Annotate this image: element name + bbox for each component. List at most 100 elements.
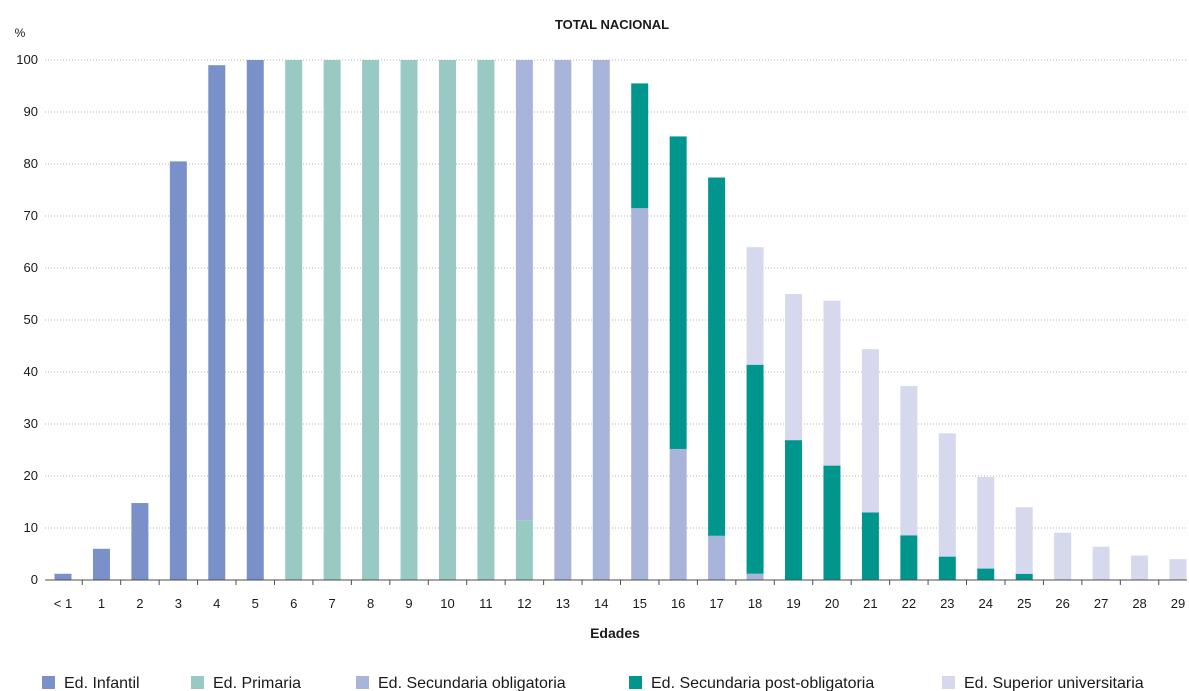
bar-segment bbox=[362, 60, 380, 580]
bar-segment bbox=[92, 548, 110, 580]
x-tick-label: 23 bbox=[940, 596, 954, 611]
x-tick-label: 15 bbox=[632, 596, 646, 611]
bar-segment bbox=[938, 433, 956, 557]
y-tick-label: 50 bbox=[24, 312, 38, 327]
legend-swatch bbox=[629, 676, 642, 689]
x-tick-label: 11 bbox=[479, 596, 493, 611]
bar-segment bbox=[592, 60, 610, 580]
bar-segment bbox=[554, 60, 572, 580]
x-axis-title: Edades bbox=[590, 625, 640, 641]
y-tick-label: 70 bbox=[24, 208, 38, 223]
x-tick-label: 9 bbox=[405, 596, 412, 611]
x-tick-label: 8 bbox=[367, 596, 374, 611]
legend: Ed. Infantil Ed. Primaria Ed. Secundaria o… bbox=[42, 675, 1144, 691]
bar-segment bbox=[746, 573, 764, 580]
bar-segment bbox=[746, 247, 764, 365]
x-tick-label: 27 bbox=[1094, 596, 1108, 611]
legend-swatch bbox=[42, 676, 55, 689]
y-tick-label: 40 bbox=[24, 364, 38, 379]
bar-segment bbox=[823, 300, 841, 466]
legend-swatch bbox=[356, 676, 369, 689]
bar-segment bbox=[246, 60, 264, 580]
x-tick-label: 28 bbox=[1132, 596, 1146, 611]
x-tick-label: 14 bbox=[594, 596, 608, 611]
legend-label: Ed. Secundaria post-obligatoria bbox=[651, 675, 874, 691]
x-tick-label: 2 bbox=[136, 596, 143, 611]
bar-segment bbox=[977, 568, 995, 580]
x-tick-label: 16 bbox=[671, 596, 685, 611]
bar-segment bbox=[631, 208, 649, 580]
x-tick-label: 7 bbox=[329, 596, 336, 611]
x-tick-label: 22 bbox=[902, 596, 916, 611]
bar-segment bbox=[861, 349, 879, 513]
bar-segment bbox=[477, 60, 495, 580]
x-tick-label: 20 bbox=[825, 596, 839, 611]
bar-segment bbox=[823, 465, 841, 580]
y-tick-label: 90 bbox=[24, 104, 38, 119]
bar-segment bbox=[708, 177, 726, 536]
bar-segment bbox=[131, 503, 149, 580]
x-tick-label: 4 bbox=[213, 596, 220, 611]
bar-segment bbox=[1169, 559, 1187, 580]
x-tick-label: 17 bbox=[709, 596, 723, 611]
x-tick-label: 21 bbox=[863, 596, 877, 611]
legend-swatch bbox=[191, 676, 204, 689]
y-tick-label: 10 bbox=[24, 520, 38, 535]
bar-segment bbox=[746, 364, 764, 574]
bar-segment bbox=[938, 556, 956, 580]
y-axis-unit: % bbox=[15, 26, 26, 40]
x-tick-label: < 1 bbox=[54, 596, 72, 611]
y-tick-label: 60 bbox=[24, 260, 38, 275]
legend-label: Ed. Primaria bbox=[213, 675, 301, 691]
bar-segment bbox=[669, 136, 687, 449]
gridlines bbox=[45, 59, 1187, 529]
x-tick-label: 1 bbox=[98, 596, 105, 611]
y-tick-label: 0 bbox=[31, 572, 38, 587]
x-tick-label: 19 bbox=[786, 596, 800, 611]
y-tick-label: 20 bbox=[24, 468, 38, 483]
y-tick-label: 80 bbox=[24, 156, 38, 171]
bar-segment bbox=[438, 60, 456, 580]
legend-label: Ed. Superior universitaria bbox=[964, 675, 1144, 691]
x-tick-label: 6 bbox=[290, 596, 297, 611]
x-tick-label: 26 bbox=[1055, 596, 1069, 611]
legend-label: Ed. Secundaria obligatoria bbox=[378, 675, 566, 691]
chart-title: TOTAL NACIONAL bbox=[555, 17, 669, 32]
y-tick-label: 30 bbox=[24, 416, 38, 431]
bar-segment bbox=[1054, 532, 1072, 580]
bar-segment bbox=[208, 65, 226, 580]
bar-segment bbox=[669, 448, 687, 580]
bar-segment bbox=[515, 60, 533, 521]
bar-segment bbox=[900, 386, 918, 536]
bar-segment bbox=[1015, 573, 1033, 580]
y-tick-label: 100 bbox=[16, 52, 38, 67]
x-tick-label: 13 bbox=[556, 596, 570, 611]
x-tick-label: 10 bbox=[440, 596, 454, 611]
bar-segment bbox=[708, 535, 726, 580]
bar-segment bbox=[400, 60, 418, 580]
bar-segment bbox=[1131, 555, 1149, 580]
x-tick-label: 29 bbox=[1171, 596, 1185, 611]
bar-segment bbox=[1015, 507, 1033, 574]
x-tick-label: 5 bbox=[252, 596, 259, 611]
x-tick-label: 24 bbox=[979, 596, 993, 611]
bar-segment bbox=[1092, 546, 1110, 580]
bar-segment bbox=[285, 60, 303, 580]
bar-segment bbox=[631, 83, 649, 209]
bar-segment bbox=[977, 477, 995, 569]
bar-segment bbox=[900, 535, 918, 580]
bar-segment bbox=[323, 60, 341, 580]
x-tick-label: 25 bbox=[1017, 596, 1031, 611]
bar-segment bbox=[785, 294, 803, 441]
bar-segment bbox=[861, 512, 879, 580]
x-tick-label: 3 bbox=[175, 596, 182, 611]
bar-segment bbox=[515, 520, 533, 580]
legend-label: Ed. Infantil bbox=[64, 675, 140, 691]
bars bbox=[54, 60, 1187, 580]
bar-segment bbox=[785, 440, 803, 580]
bar-segment bbox=[169, 161, 187, 580]
x-tick-label: 12 bbox=[517, 596, 531, 611]
legend-swatch bbox=[942, 676, 955, 689]
